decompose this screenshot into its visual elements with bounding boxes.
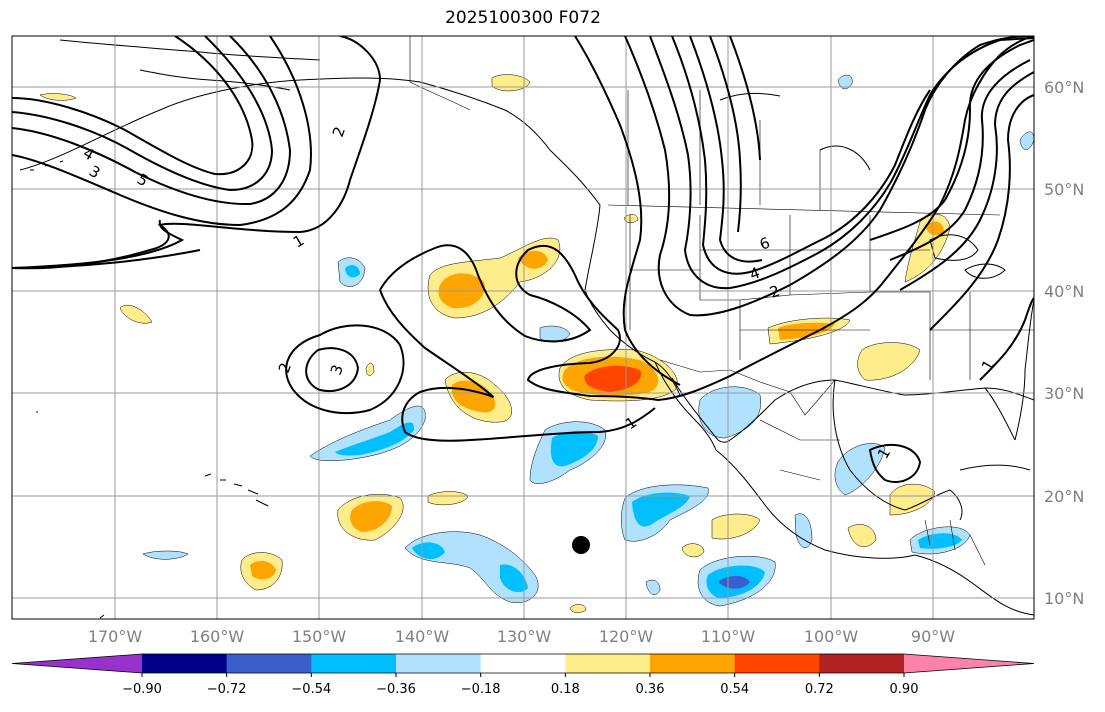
anomaly-shading bbox=[39, 74, 1034, 613]
colorbar-extend-low bbox=[12, 654, 142, 673]
colorbar-bin bbox=[396, 654, 482, 673]
colorbar-bin bbox=[142, 654, 228, 673]
colorbar-tick-label: −0.18 bbox=[461, 682, 501, 697]
storm-center-dot bbox=[572, 536, 590, 554]
latitude-labels: 60°N 50°N 40°N 30°N 20°N 10°N bbox=[1044, 78, 1084, 608]
lon-label: 100°W bbox=[804, 627, 859, 646]
lat-label: 60°N bbox=[1044, 78, 1084, 97]
colorbar-extend-high bbox=[904, 654, 1034, 673]
colorbar-tick-label: 0.36 bbox=[636, 682, 665, 697]
lat-label: 40°N bbox=[1044, 282, 1084, 301]
grid-lines bbox=[12, 36, 1034, 619]
lon-label: 170°W bbox=[88, 627, 143, 646]
map-title: 2025100300 F072 bbox=[445, 8, 601, 28]
colorbar-tick-label: −0.72 bbox=[207, 682, 247, 697]
colorbar-bin bbox=[480, 654, 566, 673]
colorbar-tick-label: 0.18 bbox=[551, 682, 580, 697]
lat-label: 10°N bbox=[1044, 589, 1084, 608]
colorbar-bin bbox=[650, 654, 736, 673]
lat-label: 50°N bbox=[1044, 180, 1084, 199]
colorbar-tick-label: −0.54 bbox=[291, 682, 331, 697]
map-area bbox=[12, 36, 1034, 619]
lon-label: 150°W bbox=[292, 627, 347, 646]
lon-label: 90°W bbox=[911, 627, 955, 646]
longitude-labels: 170°W 160°W 150°W 140°W 130°W 120°W 110°… bbox=[88, 627, 955, 646]
lat-label: 20°N bbox=[1044, 487, 1084, 506]
colorbar-tick-label: −0.90 bbox=[122, 682, 162, 697]
borders bbox=[409, 36, 1034, 566]
colorbar-bin bbox=[311, 654, 397, 673]
lon-label: 160°W bbox=[190, 627, 245, 646]
colorbar-tick-label: 0.54 bbox=[720, 682, 749, 697]
lon-label: 120°W bbox=[599, 627, 654, 646]
colorbar-tick-label: −0.36 bbox=[376, 682, 416, 697]
lon-label: 130°W bbox=[497, 627, 552, 646]
colorbar-bin bbox=[734, 654, 820, 673]
map-frame bbox=[11, 35, 1035, 620]
colorbar-tick-label: 0.72 bbox=[805, 682, 834, 697]
lon-label: 110°W bbox=[701, 627, 756, 646]
colorbar: −0.90 −0.72 −0.54 −0.36 −0.18 0.18 0.36 0.54 0.7… bbox=[11, 653, 1035, 697]
colorbar-bin bbox=[565, 654, 651, 673]
colorbar-bin bbox=[226, 654, 312, 673]
lat-label: 30°N bbox=[1044, 384, 1084, 403]
lon-label: 140°W bbox=[395, 627, 450, 646]
colorbar-bin bbox=[819, 654, 905, 673]
contour-lines bbox=[12, 36, 1034, 483]
colorbar-tick-label: 0.90 bbox=[890, 682, 919, 697]
